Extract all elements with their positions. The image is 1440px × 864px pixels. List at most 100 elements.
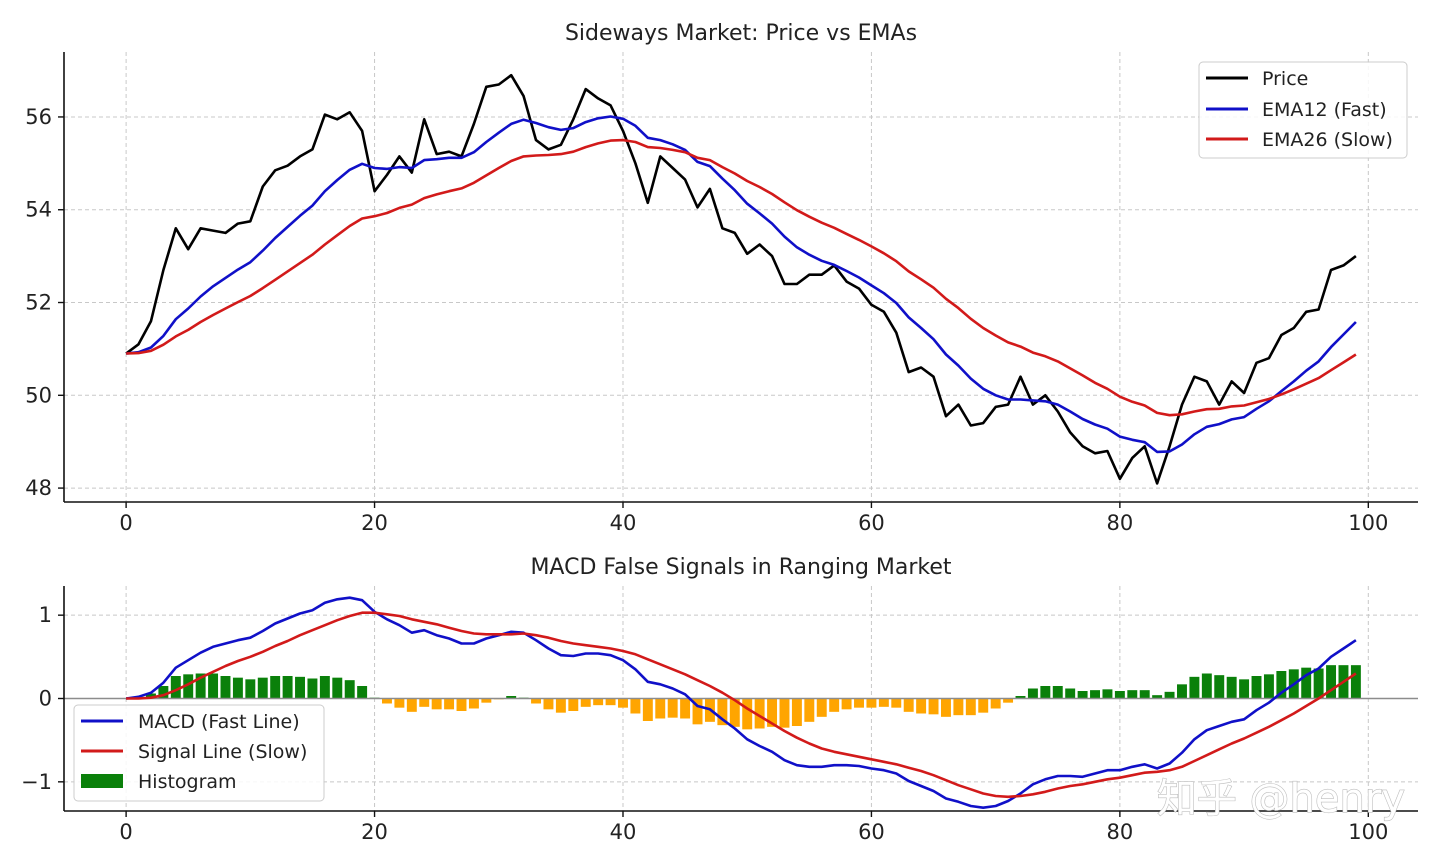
- histogram-bar: [1226, 676, 1237, 699]
- histogram-bar: [1127, 690, 1138, 699]
- histogram-bar: [257, 677, 268, 699]
- histogram-bar: [282, 676, 293, 699]
- histogram-bar: [667, 698, 678, 718]
- legend-histogram-swatch: [81, 774, 123, 788]
- histogram-bar: [1052, 686, 1063, 699]
- histogram-bar: [841, 698, 852, 710]
- histogram-bar: [1239, 679, 1250, 699]
- histogram-bar: [183, 674, 194, 699]
- histogram-bar: [1313, 668, 1324, 699]
- histogram-bar: [1326, 665, 1337, 699]
- histogram-bar: [642, 698, 653, 721]
- histogram-bar: [854, 698, 864, 708]
- price-panel: Sideways Market: Price vs EMAs 0 20 40 60 80…: [25, 21, 1418, 535]
- histogram-bar: [1177, 684, 1187, 699]
- x-tick-label: 60: [858, 820, 885, 844]
- histogram-bar: [953, 698, 964, 716]
- histogram-bars: [133, 665, 1361, 730]
- histogram-bar: [767, 698, 778, 727]
- price-legend-frame: [1198, 61, 1408, 159]
- histogram-bar: [754, 698, 765, 729]
- histogram-bar: [791, 698, 802, 726]
- histogram-bar: [605, 698, 616, 706]
- histogram-bar: [580, 698, 591, 707]
- histogram-bar: [692, 698, 703, 725]
- histogram-bar: [232, 677, 243, 699]
- histogram-bar: [406, 698, 417, 712]
- x-tick-label: 80: [1107, 511, 1134, 535]
- y-tick-label: 52: [25, 291, 52, 315]
- histogram-bar: [468, 698, 479, 709]
- histogram-bar: [344, 680, 355, 699]
- histogram-bar: [431, 698, 442, 710]
- histogram-bar: [928, 698, 939, 715]
- histogram-bar: [779, 698, 790, 728]
- x-tick-label: 40: [610, 511, 637, 535]
- histogram-bar: [729, 698, 740, 727]
- price-line: [125, 73, 1357, 485]
- macd-panel: MACD False Signals in Ranging Market 0 20…: [21, 555, 1418, 844]
- histogram-bar: [903, 698, 914, 712]
- macd-legend-frame: [73, 704, 325, 802]
- y-tick-label: −1: [21, 770, 52, 794]
- histogram-bar: [1040, 686, 1051, 699]
- legend-signal-label: Signal Line (Slow): [138, 741, 307, 763]
- histogram-bar: [630, 698, 641, 714]
- histogram-bar: [1189, 676, 1200, 699]
- histogram-bar: [1065, 688, 1076, 699]
- histogram-bar: [220, 676, 231, 699]
- macd-ticks: 0 20 40 60 80 100 −1 0 1: [21, 603, 1388, 844]
- histogram-bar: [145, 693, 156, 699]
- macd-legend: MACD (Fast Line) Signal Line (Slow) Hist…: [73, 704, 325, 802]
- histogram-bar: [1251, 676, 1262, 699]
- x-tick-label: 100: [1348, 820, 1388, 844]
- price-panel-title: Sideways Market: Price vs EMAs: [565, 21, 917, 46]
- histogram-bar: [1015, 696, 1026, 699]
- histogram-bar: [543, 698, 554, 710]
- histogram-bar: [382, 698, 392, 704]
- histogram-bar: [829, 698, 840, 712]
- histogram-bar: [568, 698, 579, 711]
- histogram-bar: [1152, 695, 1163, 699]
- histogram-bar: [419, 698, 430, 707]
- histogram-bar: [1276, 671, 1287, 699]
- histogram-bar: [506, 696, 517, 699]
- histogram-bar: [717, 698, 728, 726]
- x-tick-label: 20: [361, 820, 388, 844]
- x-tick-label: 100: [1348, 511, 1388, 535]
- y-tick-label: 48: [25, 476, 52, 500]
- histogram-bar: [531, 698, 542, 704]
- histogram-bar: [1102, 689, 1113, 699]
- y-tick-label: 0: [39, 687, 52, 711]
- histogram-bar: [1263, 674, 1274, 699]
- histogram-bar: [456, 698, 467, 711]
- histogram-bar: [680, 698, 691, 719]
- histogram-bar: [245, 679, 256, 699]
- histogram-bar: [319, 676, 330, 699]
- x-tick-label: 20: [361, 511, 388, 535]
- legend-ema26-label: EMA26 (Slow): [1262, 129, 1393, 151]
- histogram-bar: [593, 698, 604, 706]
- x-tick-label: 60: [858, 511, 885, 535]
- histogram-bar: [295, 676, 305, 699]
- x-tick-label: 80: [1107, 820, 1134, 844]
- histogram-bar: [978, 698, 989, 713]
- histogram-bar: [208, 673, 219, 699]
- macd-line: [125, 596, 1357, 810]
- histogram-bar: [444, 698, 455, 710]
- ema12-line: [125, 115, 1357, 454]
- histogram-bar: [1077, 691, 1088, 699]
- histogram-bar: [916, 698, 927, 714]
- x-tick-label: 0: [119, 511, 132, 535]
- histogram-bar: [332, 677, 343, 699]
- y-tick-label: 56: [25, 105, 52, 129]
- histogram-bar: [357, 686, 368, 699]
- x-tick-label: 0: [119, 820, 132, 844]
- histogram-bar: [1201, 673, 1212, 699]
- legend-price-label: Price: [1262, 68, 1308, 90]
- histogram-bar: [891, 698, 902, 708]
- price-series-lines: [125, 73, 1357, 485]
- ema26-line: [126, 138, 1357, 417]
- histogram-bar: [866, 698, 877, 708]
- histogram-bar: [940, 698, 951, 717]
